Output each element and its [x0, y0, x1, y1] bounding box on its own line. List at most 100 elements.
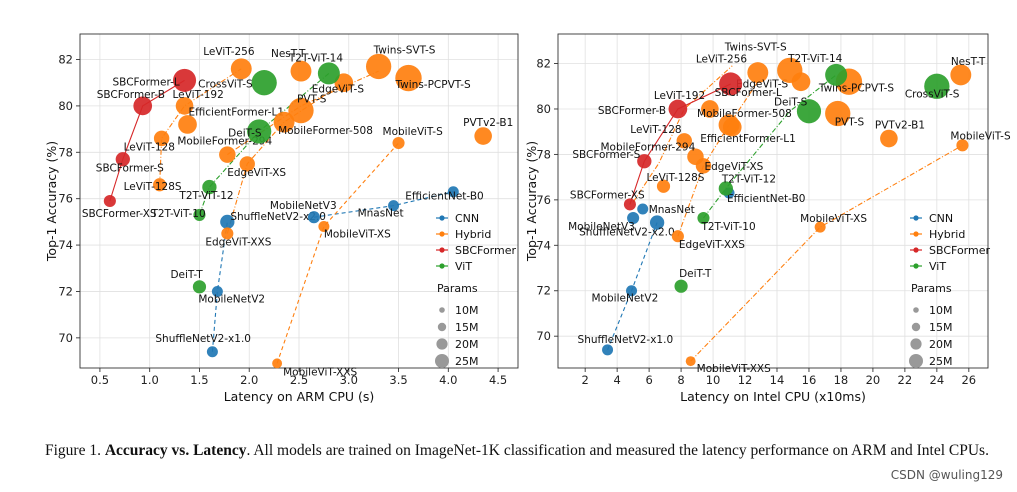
intel-ytick-label: 76	[536, 193, 551, 207]
arm-point-label: LeViT-256	[203, 46, 255, 58]
arm-legend-size-label: 10M	[455, 304, 479, 317]
arm-point-mnasnet	[388, 200, 400, 212]
arm-point-mobileformer-294	[219, 146, 236, 163]
arm-point-label: LeViT-128S	[124, 181, 182, 193]
arm-point-label: PVT-S	[297, 94, 327, 106]
caption-rest: . All models are trained on ImageNet-1K …	[246, 442, 989, 459]
intel-point-label: MobileViT-XS	[800, 213, 867, 225]
arm-point-label: DeiT-S	[228, 127, 262, 139]
arm-point-efficientnet-b0	[447, 186, 459, 198]
intel-point-t2t-vit-10	[697, 211, 710, 225]
arm-point-label: Twins-SVT-S	[373, 44, 436, 56]
arm-legend-marker	[439, 231, 445, 237]
intel-point-label: T2T-ViT-10	[700, 221, 755, 233]
arm-point-label: T2T-ViT-14	[288, 52, 344, 64]
arm-ytick-label: 80	[58, 99, 73, 113]
arm-point-pvtv2-b1	[474, 127, 492, 145]
intel-xlabel: Latency on Intel CPU (x10ms)	[680, 389, 866, 404]
intel-plot-group: 2 4 6 8 10 12 14 16 18 20 22 24 2670727476788082Late…	[524, 33, 1011, 404]
intel-xtick-label: 2	[582, 373, 589, 387]
arm-point-label: EfficientNet-B0	[405, 191, 483, 203]
intel-legend-size-label: 10M	[929, 304, 953, 317]
arm-legend-size-marker	[439, 307, 445, 313]
intel-series-line-hybrid	[690, 144, 963, 362]
arm-point-mobilevit-xs	[318, 221, 330, 233]
intel-point-mobilenetv2	[626, 285, 638, 297]
arm-series-line-hybrid	[159, 68, 242, 185]
intel-legend-params-title: Params	[911, 282, 952, 295]
intel-point-label: EdgeViT-XXS	[679, 239, 745, 251]
arm-point-label: MobileViT-S	[383, 126, 444, 138]
intel-ytick-label: 82	[536, 57, 551, 71]
arm-point-t2t-vit-10	[193, 208, 206, 221]
intel-point-crossvit-s	[924, 73, 950, 99]
intel-point-label: MobileViT-XXS	[697, 363, 771, 375]
arm-ytick-label: 72	[58, 284, 73, 298]
arm-series-line-hybrid	[276, 142, 399, 364]
arm-point-edgevit-xs	[239, 156, 255, 172]
arm-legend-size-label: 20M	[455, 338, 479, 351]
intel-point-label: SBCFormer-XS	[570, 189, 645, 201]
arm-series-line-vit	[198, 73, 330, 216]
intel-point-label: MobileViT-S	[950, 130, 1011, 142]
arm-point-deit-t	[192, 280, 207, 294]
intel-ytick-label: 74	[536, 238, 551, 252]
arm-ytick-label: 74	[58, 238, 73, 252]
arm-legend-label: SBCFormer	[455, 244, 516, 257]
arm-point-shufflenetv2-x1-0	[206, 346, 218, 358]
intel-point-label: EdgeViT-XS	[704, 161, 763, 173]
intel-point-mobilenetv3	[627, 211, 640, 225]
intel-point-label: EfficientNet-B0	[727, 193, 805, 205]
intel-point-label: LeViT-128	[630, 124, 681, 136]
intel-legend-label: Hybrid	[929, 228, 965, 241]
intel-legend-size-label: 20M	[929, 338, 953, 351]
arm-point-label: SBCFormer-L	[113, 76, 180, 88]
arm-point-label: MobileNetV2	[198, 293, 265, 305]
arm-point-label: NesT-T	[271, 48, 306, 60]
arm-point-nest-t	[290, 60, 312, 82]
arm-point-label: SBCFormer-S	[96, 162, 164, 174]
intel-legend-size-label: 25M	[929, 355, 953, 368]
intel-legend-size-marker	[913, 307, 919, 313]
intel-ytick-label: 78	[536, 147, 551, 161]
intel-point-edgevit-xs	[695, 158, 712, 174]
arm-point-twins-pcpvt-s	[395, 64, 422, 92]
arm-point-label: ShuffleNetV2-x1.0	[155, 333, 251, 345]
arm-xtick-label: 2.5	[290, 373, 308, 387]
arm-legend-size-marker	[437, 322, 447, 332]
arm-point-mobilevit-s	[392, 136, 405, 150]
arm-point-label: CrossViT-S	[198, 79, 253, 91]
intel-point-t2t-vit-12	[718, 181, 733, 196]
intel-point-sbcformer-b	[668, 99, 688, 119]
arm-point-label: EdgeViT-S	[312, 84, 365, 96]
arm-ytick-label: 82	[58, 53, 73, 67]
arm-point-deit-s	[247, 119, 272, 144]
intel-xtick-label: 14	[770, 373, 785, 387]
intel-xtick-label: 6	[645, 373, 652, 387]
arm-xtick-label: 4.0	[439, 373, 457, 387]
intel-xtick-label: 12	[738, 373, 753, 387]
intel-legend-size-marker	[911, 322, 921, 332]
intel-legend-label: SBCFormer	[929, 244, 990, 257]
arm-point-sbcformer-s	[115, 152, 130, 167]
arm-point-efficientformer-l1	[178, 115, 197, 134]
arm-xtick-label: 4.5	[489, 373, 507, 387]
intel-point-label: T2T-ViT-12	[721, 174, 776, 186]
intel-xtick-label: 8	[677, 373, 684, 387]
intel-xtick-label: 26	[961, 373, 976, 387]
arm-legend-size-label: 25M	[455, 355, 479, 368]
arm-legend-label: CNN	[455, 212, 479, 225]
intel-point-label: SBCFormer-S	[572, 149, 640, 161]
arm-point-label: EfficientFormer-L1	[189, 106, 285, 118]
intel-xtick-label: 18	[834, 373, 849, 387]
figure-caption: Figure 1. Accuracy vs. Latency. All mode…	[45, 440, 1005, 461]
intel-point-label: CrossViT-S	[905, 88, 960, 100]
arm-point-mobilevit-xxs	[272, 358, 283, 369]
arm-point-sbcformer-xs	[103, 194, 116, 208]
intel-point-deit-s	[796, 99, 822, 124]
intel-point-label: EdgeViT-S	[736, 79, 789, 91]
intel-point-sbcformer-l	[719, 72, 743, 96]
arm-legend-marker	[439, 263, 445, 269]
arm-legend-params-title: Params	[437, 282, 478, 295]
intel-point-twins-svt-s	[777, 57, 803, 84]
